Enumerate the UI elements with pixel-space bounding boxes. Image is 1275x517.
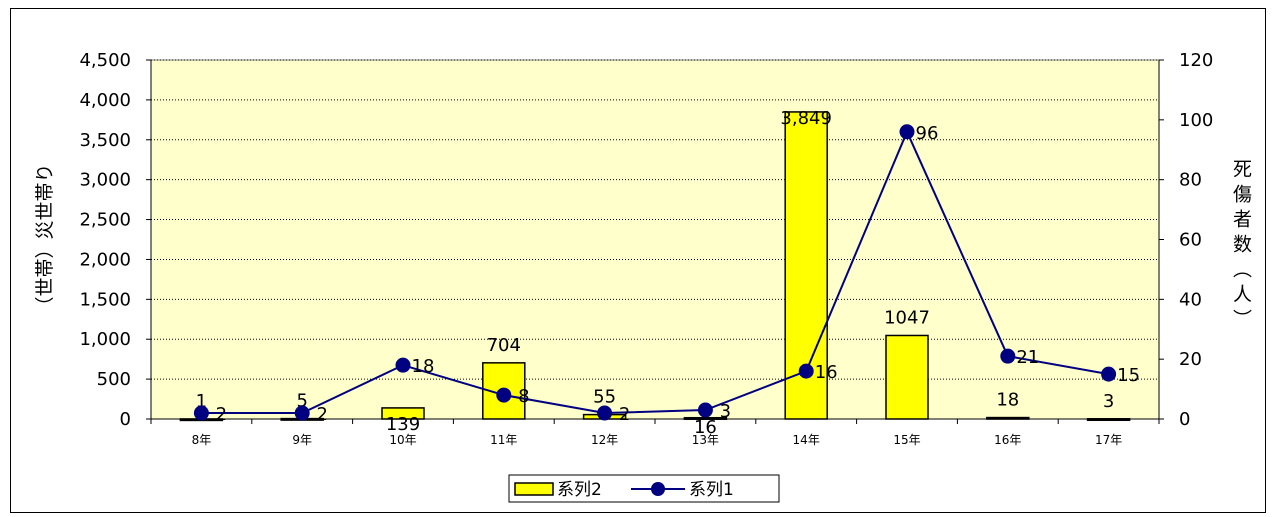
y2-axis-title: 死傷者数（人） — [1230, 159, 1252, 334]
bar-data-label: 704 — [487, 335, 521, 356]
bar-data-label: 16 — [694, 417, 717, 438]
line-point — [597, 405, 613, 421]
y-tick-label: 0 — [120, 409, 131, 430]
bar-data-label: 3,849 — [780, 108, 832, 129]
y2-tick-label: 40 — [1179, 289, 1202, 310]
legend-swatch-bar — [514, 482, 554, 496]
legend-swatch-marker — [651, 482, 665, 496]
line-point — [395, 357, 411, 373]
y-tick-label: 2,500 — [79, 210, 131, 231]
line-data-label: 18 — [412, 356, 435, 377]
line-data-label: 21 — [1016, 347, 1039, 368]
combo-chart: 0 500 1,000 1,500 2,000 2,500 3,000 3,500 4,000 4… — [34, 50, 1252, 503]
legend-label: 系列1 — [689, 480, 734, 500]
legend-label: 系列2 — [557, 480, 602, 500]
plot-area — [150, 59, 1160, 420]
line-data-label: 16 — [815, 362, 838, 383]
bar — [683, 416, 728, 420]
bar — [1086, 418, 1131, 422]
line-data-label: 2 — [619, 404, 630, 425]
line-data-label: 8 — [518, 386, 529, 407]
y2-tick-label: 120 — [1179, 50, 1213, 71]
x-tick-label: 8年 — [192, 433, 212, 447]
x-tick-label: 15年 — [893, 433, 920, 447]
x-tick-label: 9年 — [292, 433, 312, 447]
line-point — [193, 405, 209, 421]
bar — [885, 334, 929, 420]
y-axis-title: （世帯）災世帯り — [34, 163, 56, 315]
x-tick-label: 10年 — [389, 433, 416, 447]
x-tick-label: 11年 — [490, 433, 517, 447]
chart-frame: 0 500 1,000 1,500 2,000 2,500 3,000 3,500 4,000 4… — [10, 8, 1266, 513]
y-tick-label: 500 — [97, 369, 131, 390]
y2-tick-label: 60 — [1179, 230, 1202, 251]
line-point — [899, 124, 915, 140]
y-tick-label: 2,000 — [79, 249, 131, 270]
y2-tick-label: 0 — [1179, 409, 1190, 430]
y2-tick-label: 80 — [1179, 170, 1202, 191]
bar-data-label: 55 — [593, 387, 616, 408]
line-data-label: 2 — [316, 404, 327, 425]
line-data-label: 2 — [216, 404, 227, 425]
x-tick-label: 17年 — [1095, 433, 1122, 447]
line-data-label: 3 — [720, 401, 731, 422]
y-tick-label: 1,000 — [79, 329, 131, 350]
x-tick-label: 14年 — [793, 433, 820, 447]
line-data-label: 15 — [1117, 365, 1140, 386]
x-tick-label: 13年 — [692, 433, 719, 447]
y-tick-label: 4,500 — [79, 50, 131, 71]
bar-data-label: 18 — [996, 390, 1019, 411]
line-point — [1101, 366, 1117, 382]
line-point — [294, 405, 310, 421]
line-point — [697, 402, 713, 418]
line-point — [1000, 348, 1016, 364]
y-tick-label: 1,500 — [79, 289, 131, 310]
y2-tick-label: 100 — [1179, 110, 1213, 131]
x-tick-label: 12年 — [591, 433, 618, 447]
y-tick-label: 4,000 — [79, 90, 131, 111]
bar-data-label: 3 — [1103, 391, 1114, 412]
y-tick-label: 3,500 — [79, 130, 131, 151]
bar-data-label: 1 — [196, 391, 207, 412]
bar-data-label: 1047 — [884, 307, 930, 328]
line-point — [496, 387, 512, 403]
y-tick-label: 3,000 — [79, 170, 131, 191]
bar — [986, 416, 1030, 420]
line-data-label: 96 — [916, 123, 939, 144]
line-point — [798, 363, 814, 379]
bar — [381, 407, 425, 420]
x-tick-label: 16年 — [994, 433, 1021, 447]
bar-data-label: 5 — [296, 391, 307, 412]
bar-data-label: 139 — [386, 414, 420, 435]
y2-tick-label: 20 — [1179, 349, 1202, 370]
series-line — [201, 129, 1109, 415]
